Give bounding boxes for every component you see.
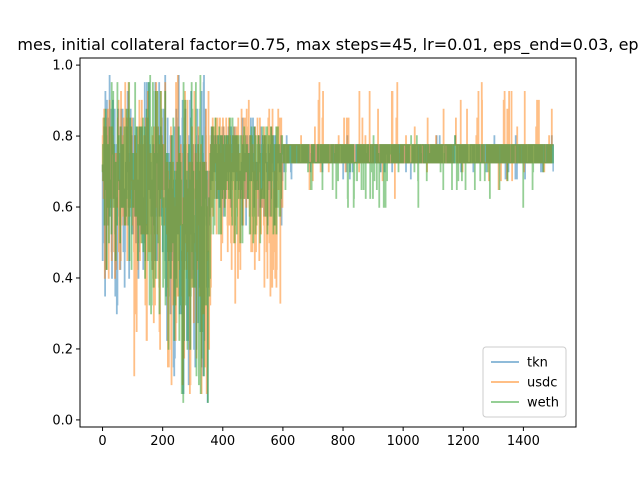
legend-label-weth: weth — [527, 396, 559, 411]
y-tick-label: 0.8 — [52, 130, 73, 145]
chart-title: mes, initial collateral factor=0.75, max… — [17, 35, 638, 55]
x-axis: 0 200 400 600 800 1000 1200 1400 — [98, 427, 540, 449]
x-tick-label: 600 — [270, 434, 295, 449]
x-tick-label: 1000 — [387, 434, 420, 449]
legend-label-tkn: tkn — [527, 356, 548, 371]
x-tick-label: 0 — [98, 434, 106, 449]
x-tick-label: 800 — [331, 434, 356, 449]
legend-label-usdc: usdc — [527, 376, 557, 391]
legend: tkn usdc weth — [482, 346, 567, 418]
x-tick-label: 400 — [210, 434, 235, 449]
y-axis: 0.0 0.2 0.4 0.6 0.8 1.0 — [52, 59, 80, 428]
series-line-weth — [101, 74, 554, 403]
y-tick-label: 0.0 — [52, 413, 73, 428]
y-tick-label: 1.0 — [52, 59, 73, 74]
y-tick-label: 0.6 — [52, 201, 73, 216]
legend-box — [482, 346, 567, 418]
x-tick-label: 200 — [150, 434, 175, 449]
series-layer — [101, 74, 554, 403]
x-tick-label: 1400 — [507, 434, 540, 449]
y-tick-label: 0.2 — [52, 342, 73, 357]
x-tick-label: 1200 — [447, 434, 480, 449]
plot-frame — [79, 57, 577, 428]
y-tick-label: 0.4 — [52, 271, 73, 286]
